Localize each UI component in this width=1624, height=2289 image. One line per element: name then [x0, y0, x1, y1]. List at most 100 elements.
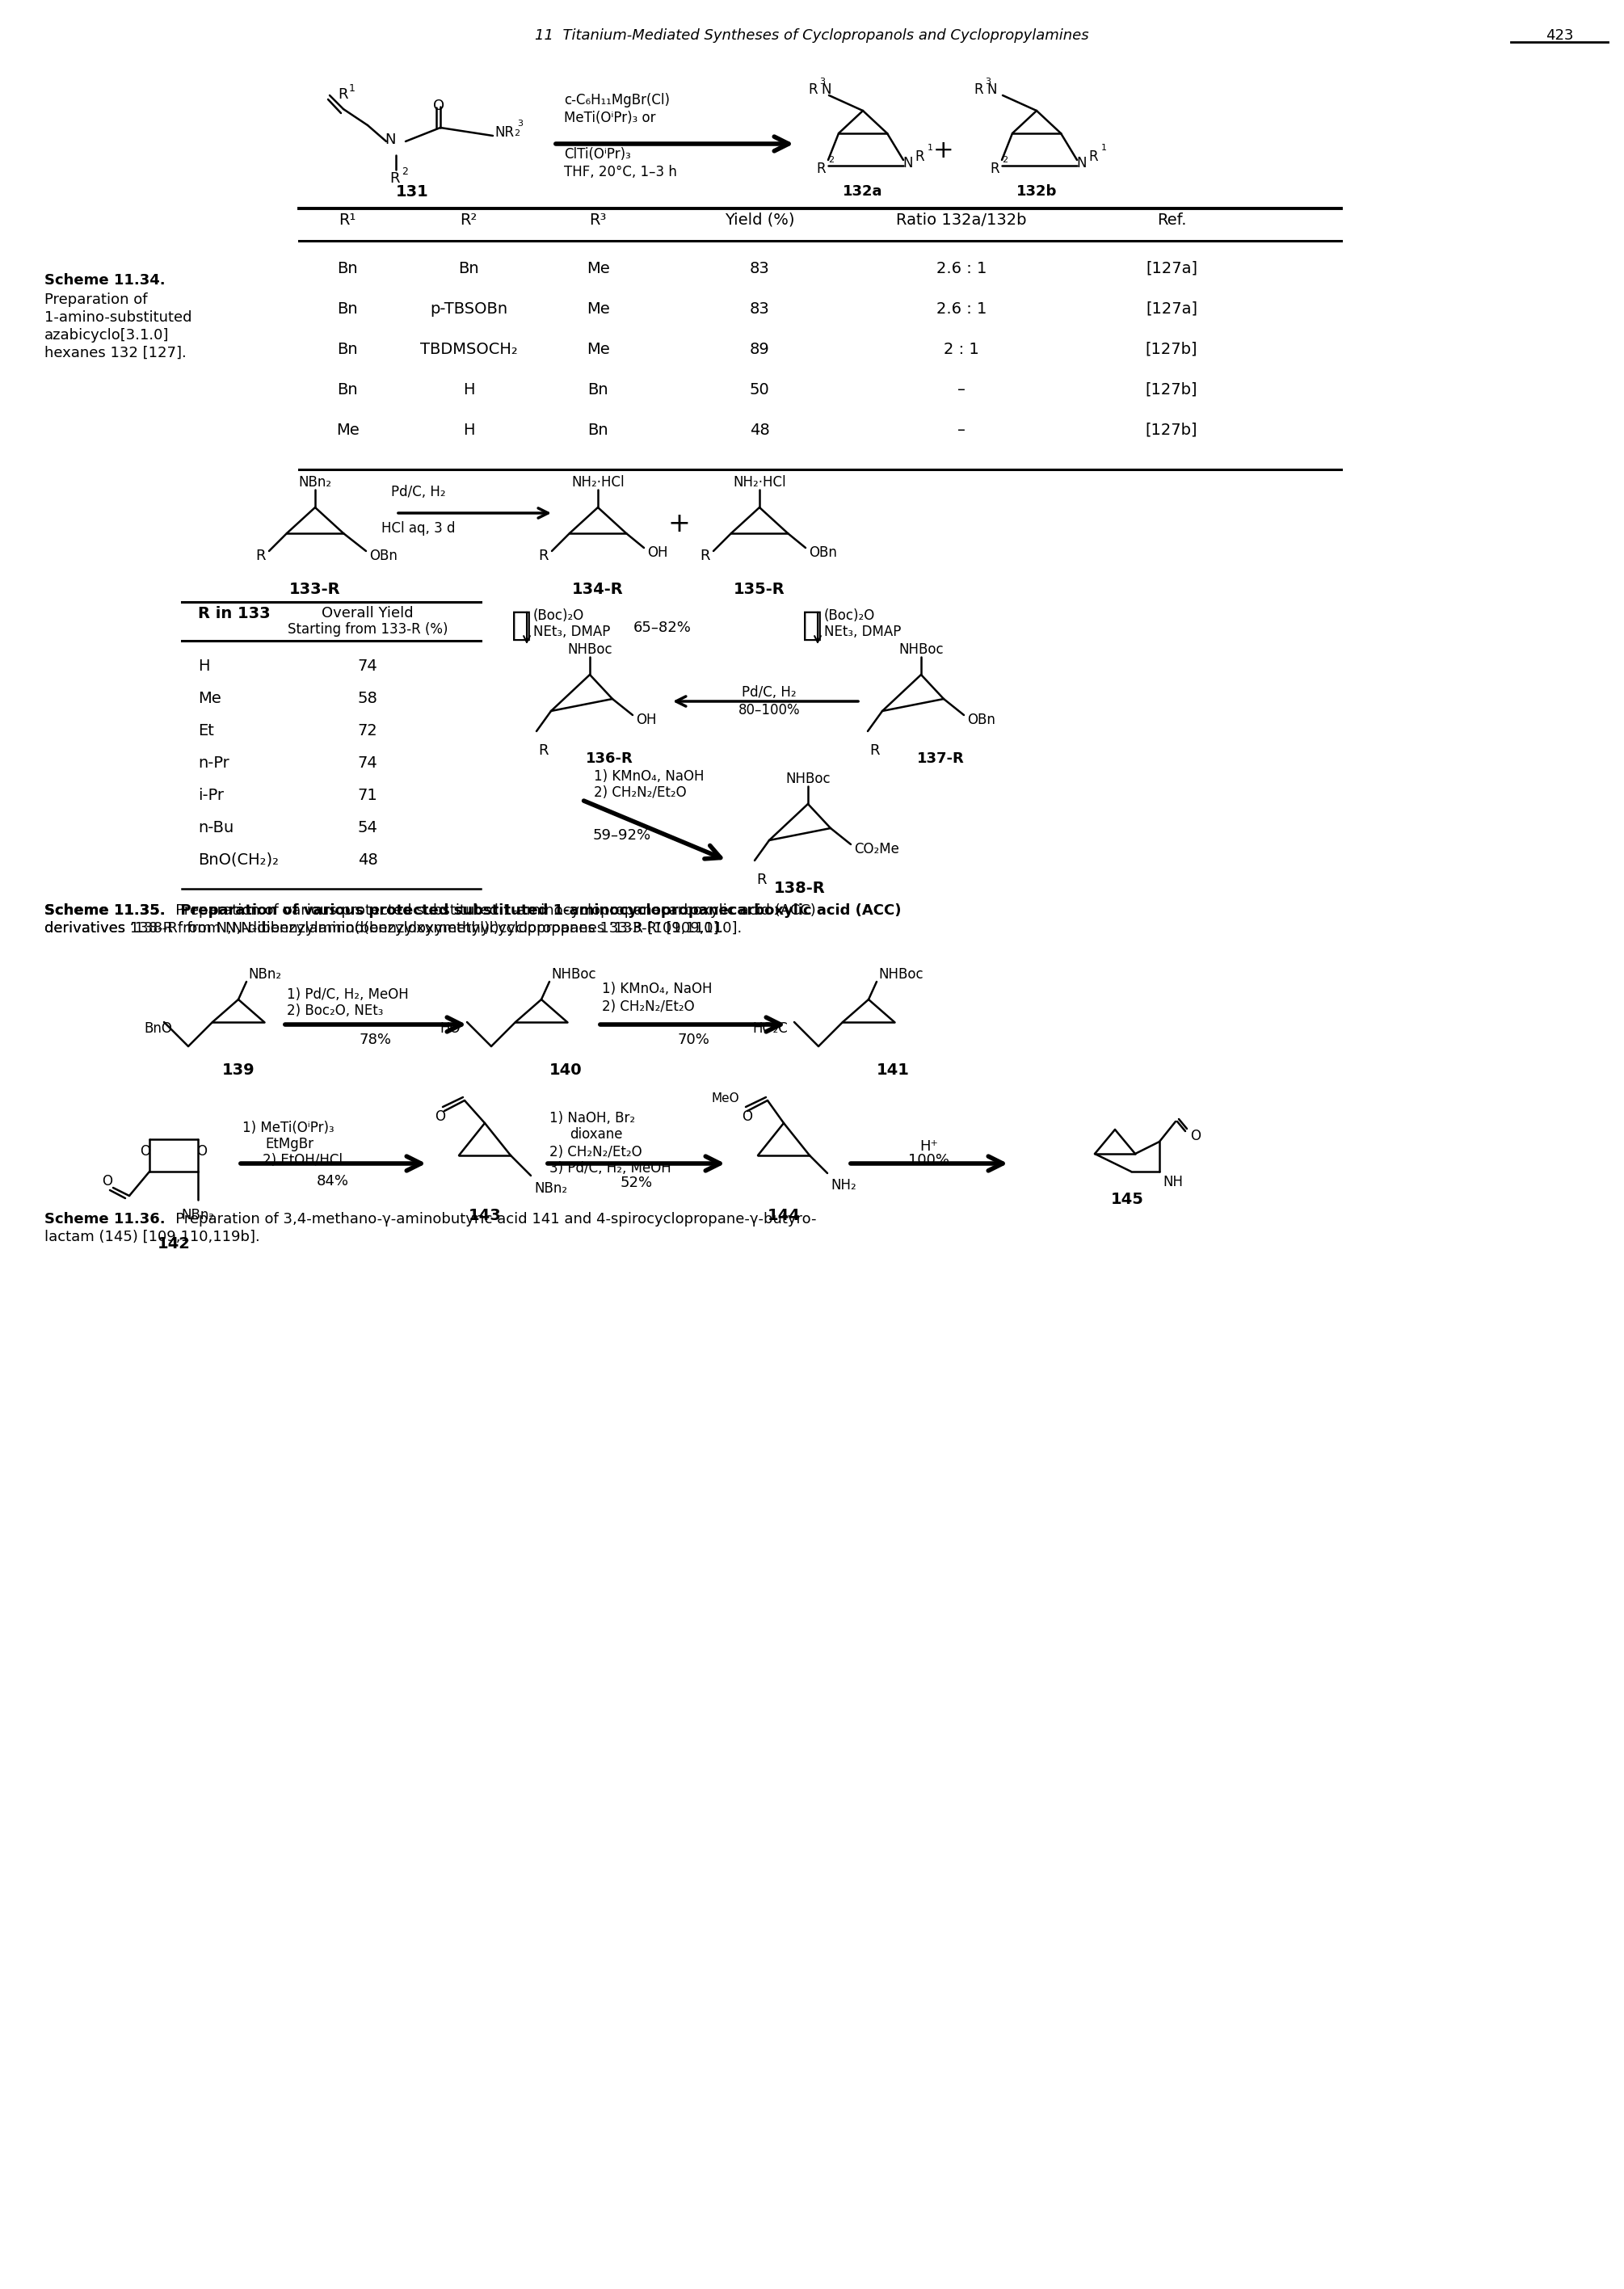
Text: R: R	[338, 87, 348, 101]
Text: 423: 423	[1546, 27, 1574, 43]
Text: OBn: OBn	[369, 549, 398, 563]
Text: NBn₂: NBn₂	[182, 1209, 214, 1222]
Text: 2.6 : 1: 2.6 : 1	[937, 261, 987, 277]
Text: 133-R: 133-R	[289, 581, 341, 597]
Text: derivatives ‘138-R’ from N,N-dibenzylamino(benzyloxymethyl)cyclopropanes ‘133-R’: derivatives ‘138-R’ from N,N-dibenzylami…	[44, 920, 742, 936]
Text: N: N	[1077, 156, 1086, 169]
Text: Me: Me	[336, 423, 359, 437]
Text: Bn: Bn	[338, 341, 357, 357]
Text: O: O	[102, 1174, 112, 1188]
Text: [127a]: [127a]	[1145, 302, 1197, 316]
Text: hexanes 132 [127].: hexanes 132 [127].	[44, 346, 187, 359]
Text: H: H	[198, 659, 209, 673]
Text: 1) NaOH, Br₂: 1) NaOH, Br₂	[549, 1110, 635, 1126]
Text: NHBoc: NHBoc	[898, 643, 944, 657]
Text: R: R	[757, 872, 767, 888]
Text: R: R	[974, 82, 983, 96]
Text: 2) CH₂N₂/Et₂O: 2) CH₂N₂/Et₂O	[594, 785, 687, 799]
Text: R: R	[700, 549, 710, 563]
Text: 139: 139	[222, 1062, 255, 1078]
Text: 134-R: 134-R	[572, 581, 624, 597]
Text: 1) MeTi(OⁱPr)₃: 1) MeTi(OⁱPr)₃	[242, 1122, 335, 1135]
Text: 2.6 : 1: 2.6 : 1	[937, 302, 987, 316]
Text: R¹: R¹	[339, 213, 356, 229]
Text: O: O	[742, 1110, 752, 1124]
Text: ⎰: ⎰	[802, 609, 822, 643]
Text: R in 133: R in 133	[198, 607, 270, 620]
Text: R: R	[390, 172, 400, 185]
Text: O: O	[140, 1144, 151, 1158]
Text: Bn: Bn	[338, 261, 357, 277]
Text: 2: 2	[1002, 156, 1007, 165]
Text: 2) CH₂N₂/Et₂O: 2) CH₂N₂/Et₂O	[603, 1000, 695, 1014]
Text: (Boc)₂O: (Boc)₂O	[823, 609, 875, 623]
Text: NBn₂: NBn₂	[299, 476, 331, 490]
Text: [127b]: [127b]	[1145, 423, 1197, 437]
Text: R: R	[809, 82, 817, 96]
Text: Starting from 133-R (%): Starting from 133-R (%)	[287, 623, 448, 636]
Text: 136-R: 136-R	[586, 751, 633, 767]
Text: ⎰: ⎰	[512, 609, 531, 643]
Text: 145: 145	[1111, 1193, 1143, 1206]
Text: lactam (145) [109,110,119b].: lactam (145) [109,110,119b].	[44, 1229, 260, 1245]
Text: 142: 142	[158, 1236, 190, 1252]
Text: Scheme 11.36.: Scheme 11.36.	[44, 1211, 166, 1227]
Text: NHBoc: NHBoc	[567, 643, 612, 657]
Text: O: O	[197, 1144, 206, 1158]
Text: [127b]: [127b]	[1145, 382, 1197, 398]
Text: R: R	[539, 549, 549, 563]
Text: i-Pr: i-Pr	[198, 787, 224, 803]
Text: 2) CH₂N₂/Et₂O: 2) CH₂N₂/Et₂O	[549, 1144, 641, 1161]
Text: NEt₃, DMAP: NEt₃, DMAP	[533, 625, 611, 639]
Text: R: R	[989, 163, 999, 176]
Text: +: +	[667, 510, 690, 538]
Text: Preparation of 3,4-methano-γ-aminobutyric acid 141 and 4-spirocyclopropane-γ-but: Preparation of 3,4-methano-γ-aminobutyri…	[162, 1211, 817, 1227]
Text: R: R	[914, 149, 924, 165]
Text: R: R	[538, 744, 547, 758]
Text: 3: 3	[516, 119, 523, 128]
Text: OBn: OBn	[968, 712, 996, 728]
Text: 48: 48	[357, 852, 378, 868]
Text: 70%: 70%	[677, 1032, 710, 1046]
Text: R: R	[815, 163, 825, 176]
Text: 59–92%: 59–92%	[593, 829, 651, 842]
Text: 1) KMnO₄, NaOH: 1) KMnO₄, NaOH	[594, 769, 705, 783]
Text: Bn: Bn	[338, 382, 357, 398]
Text: NH₂·HCl: NH₂·HCl	[572, 476, 624, 490]
Text: 3) Pd/C, H₂, MeOH: 3) Pd/C, H₂, MeOH	[549, 1161, 671, 1177]
Text: 80–100%: 80–100%	[739, 703, 801, 716]
Text: H: H	[463, 382, 474, 398]
Text: ClTi(OⁱPr)₃: ClTi(OⁱPr)₃	[564, 146, 630, 163]
Text: (Boc)₂O: (Boc)₂O	[533, 609, 585, 623]
Text: Scheme 11.35.: Scheme 11.35.	[44, 904, 166, 918]
Text: Bn: Bn	[588, 423, 609, 437]
Text: 132a: 132a	[843, 183, 883, 199]
Text: +: +	[934, 140, 953, 163]
Text: azabicyclo[3.1.0]: azabicyclo[3.1.0]	[44, 327, 169, 343]
Text: R: R	[1088, 149, 1098, 165]
Text: Bn: Bn	[458, 261, 479, 277]
Text: 132b: 132b	[1017, 183, 1057, 199]
Text: O: O	[435, 1110, 445, 1124]
Text: NEt₃, DMAP: NEt₃, DMAP	[823, 625, 901, 639]
Text: Me: Me	[586, 261, 609, 277]
Text: BnO: BnO	[145, 1021, 172, 1037]
Text: 141: 141	[877, 1062, 909, 1078]
Text: 11  Titanium-Mediated Syntheses of Cyclopropanols and Cyclopropylamines: 11 Titanium-Mediated Syntheses of Cyclop…	[534, 27, 1090, 43]
Text: NH₂: NH₂	[830, 1179, 856, 1193]
Text: 50: 50	[750, 382, 770, 398]
Text: NH₂·HCl: NH₂·HCl	[732, 476, 786, 490]
Text: Ref.: Ref.	[1156, 213, 1186, 229]
Text: Pd/C, H₂: Pd/C, H₂	[742, 684, 796, 700]
Text: Overall Yield: Overall Yield	[322, 607, 414, 620]
Text: NH: NH	[1163, 1174, 1182, 1190]
Text: n-Pr: n-Pr	[198, 755, 229, 771]
Text: 135-R: 135-R	[734, 581, 786, 597]
Text: –: –	[958, 423, 965, 437]
Text: derivatives 138-R from N,N-dibenzylamino(benzyloxymethyl)cyclopropanes 133-R [10: derivatives 138-R from N,N-dibenzylamino…	[44, 920, 723, 936]
Text: 74: 74	[357, 659, 378, 673]
Text: Me: Me	[586, 341, 609, 357]
Text: 131: 131	[396, 183, 429, 199]
Text: 2 : 1: 2 : 1	[944, 341, 979, 357]
Text: 140: 140	[549, 1062, 583, 1078]
